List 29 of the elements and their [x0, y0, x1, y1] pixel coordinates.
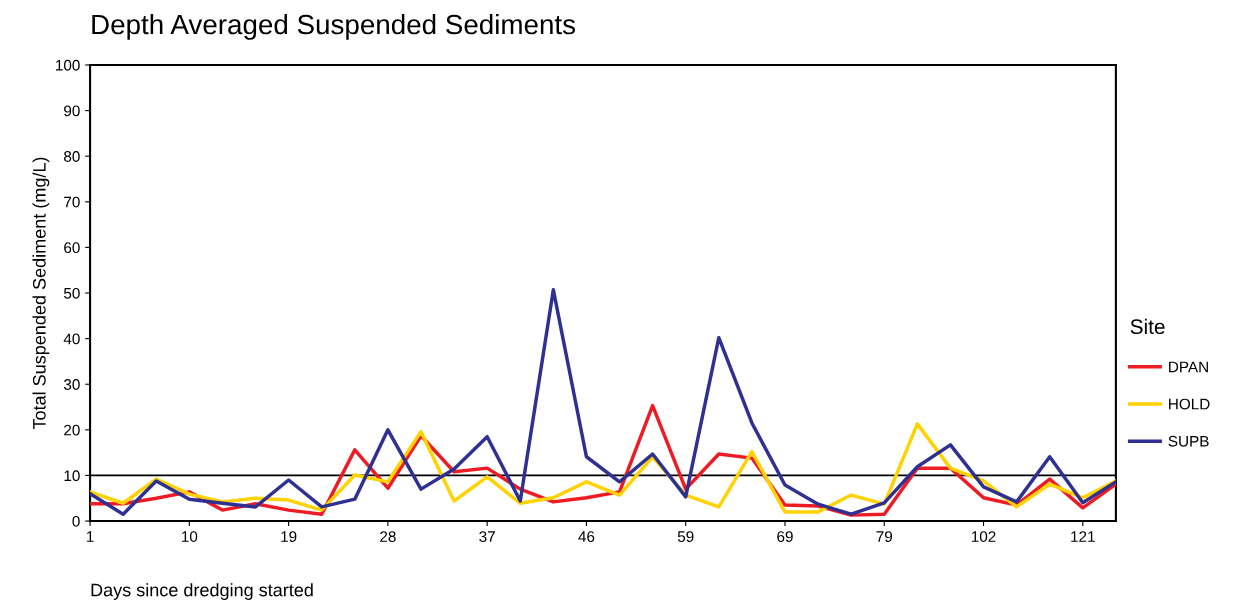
x-tick-label: 19	[281, 531, 297, 542]
x-tick-label: 69	[777, 531, 793, 542]
y-tick-label: 90	[64, 105, 80, 117]
x-tick-label: 10	[182, 531, 198, 542]
y-tick-label: 30	[63, 379, 80, 390]
chart-title: Depth Averaged Suspended Sediments	[92, 13, 576, 40]
legend-label: DPAN	[1169, 361, 1208, 373]
x-tick-label: 121	[1071, 531, 1095, 542]
y-tick-label: 100	[56, 59, 80, 71]
y-tick-label: 80	[64, 151, 80, 162]
y-axis-title: Total Suspended Sediment (mg/L)	[32, 157, 50, 430]
legend-title: Site	[1130, 318, 1165, 335]
x-tick-label: 1	[86, 531, 94, 542]
x-tick-label: 59	[677, 531, 694, 542]
x-tick-label: 79	[876, 531, 893, 542]
x-tick-label: 37	[479, 531, 495, 542]
legend-label: HOLD	[1169, 398, 1210, 410]
y-tick-label: 10	[64, 470, 80, 482]
y-tick-label: 50	[63, 287, 80, 299]
x-tick-label: 102	[971, 531, 996, 542]
y-tick-label: 0	[72, 515, 80, 527]
x-tick-label: 46	[578, 531, 595, 542]
y-tick-label: 40	[63, 333, 80, 345]
legend-label: SUPB	[1168, 435, 1209, 447]
x-axis-title: Days since dredging started	[91, 583, 313, 600]
x-tick-label: 28	[380, 531, 396, 542]
y-tick-label: 20	[64, 424, 80, 436]
y-tick-label: 60	[64, 242, 80, 254]
y-tick-label: 70	[64, 196, 80, 208]
